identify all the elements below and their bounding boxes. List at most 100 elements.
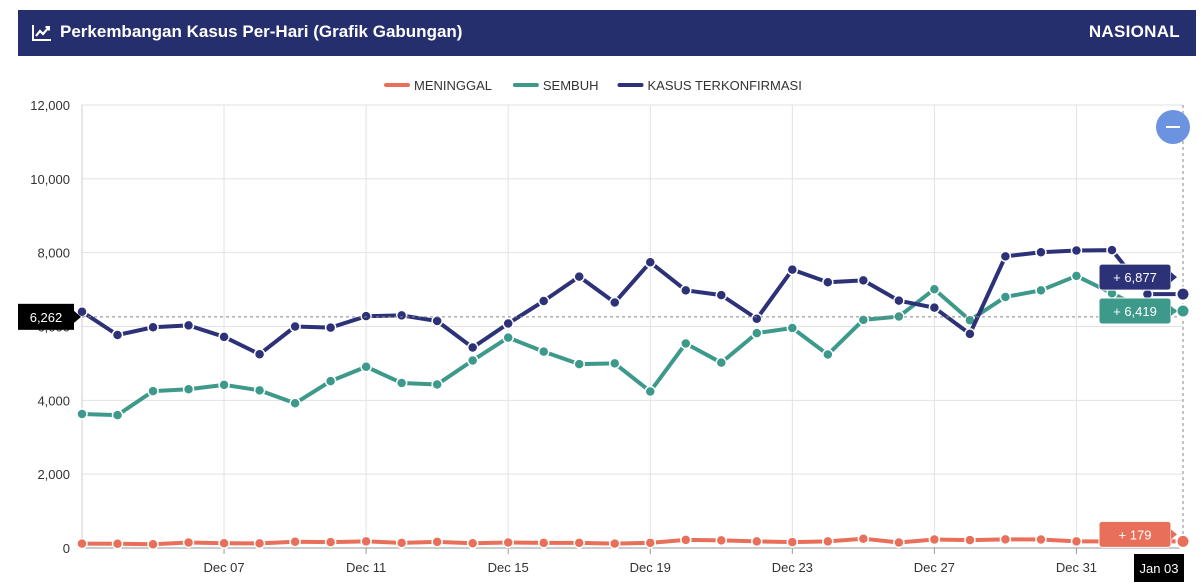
data-point[interactable] <box>182 319 195 332</box>
data-point[interactable] <box>1035 284 1047 297</box>
data-point[interactable] <box>111 538 124 550</box>
data-point[interactable] <box>786 536 799 548</box>
data-point[interactable] <box>644 537 657 549</box>
data-point[interactable] <box>360 535 372 548</box>
data-point[interactable] <box>893 294 905 307</box>
data-point[interactable] <box>680 337 692 350</box>
data-point[interactable] <box>644 256 657 269</box>
data-point[interactable] <box>395 537 408 549</box>
data-point[interactable] <box>999 291 1012 303</box>
data-point[interactable] <box>218 331 230 343</box>
data-point[interactable] <box>822 276 834 288</box>
data-point[interactable] <box>395 309 408 322</box>
data-point[interactable] <box>573 358 585 370</box>
data-point[interactable] <box>751 312 763 325</box>
hover-point[interactable] <box>1175 533 1191 549</box>
tooltip-value: + 179 <box>1119 527 1152 542</box>
series-line <box>81 273 1183 418</box>
data-point[interactable] <box>715 289 728 301</box>
data-point[interactable] <box>857 533 870 545</box>
data-point[interactable] <box>502 317 514 330</box>
series-line <box>80 248 1183 357</box>
data-point[interactable] <box>147 385 159 397</box>
data-point[interactable] <box>751 535 763 548</box>
data-point[interactable] <box>111 409 124 421</box>
data-point[interactable] <box>786 263 799 276</box>
data-point[interactable] <box>289 397 301 410</box>
data-point[interactable] <box>253 384 266 397</box>
data-point[interactable] <box>964 534 976 546</box>
hover-point[interactable] <box>1175 303 1191 319</box>
data-point[interactable] <box>1035 533 1047 546</box>
data-point[interactable] <box>1106 244 1118 256</box>
data-point[interactable] <box>822 535 834 548</box>
data-point[interactable] <box>537 345 550 358</box>
data-point[interactable] <box>431 315 443 327</box>
data-point[interactable] <box>680 284 692 297</box>
data-point[interactable] <box>999 250 1012 263</box>
data-point[interactable] <box>324 536 337 548</box>
data-point[interactable] <box>573 270 585 283</box>
data-point[interactable] <box>608 537 621 550</box>
data-point[interactable] <box>395 377 408 389</box>
y-tick-label: 12,000 <box>30 98 70 113</box>
data-point[interactable] <box>466 354 479 367</box>
data-point[interactable] <box>644 385 657 398</box>
data-point[interactable] <box>928 301 941 314</box>
legend-item[interactable]: MENINGGAL <box>414 78 492 93</box>
data-point[interactable] <box>751 327 763 339</box>
data-point[interactable] <box>786 322 799 334</box>
data-point[interactable] <box>324 321 337 334</box>
x-tick-label: Dec 15 <box>488 560 529 575</box>
data-point[interactable] <box>502 331 514 344</box>
data-point[interactable] <box>182 536 195 549</box>
tooltip-value: + 6,419 <box>1113 304 1157 319</box>
data-point[interactable] <box>218 379 230 391</box>
data-point[interactable] <box>253 348 266 360</box>
legend-item[interactable]: SEMBUH <box>543 78 599 93</box>
data-point[interactable] <box>324 375 337 387</box>
data-point[interactable] <box>715 356 728 369</box>
data-point[interactable] <box>360 310 372 322</box>
data-point[interactable] <box>360 360 372 373</box>
data-point[interactable] <box>999 533 1012 546</box>
data-point[interactable] <box>1035 246 1047 259</box>
data-point[interactable] <box>431 536 443 548</box>
data-point[interactable] <box>537 537 550 549</box>
data-point[interactable] <box>502 536 514 549</box>
region-label: NASIONAL <box>1088 22 1180 41</box>
data-point[interactable] <box>466 341 479 354</box>
data-point[interactable] <box>964 328 976 340</box>
data-point[interactable] <box>573 537 585 549</box>
data-point[interactable] <box>822 348 834 361</box>
data-point[interactable] <box>608 296 621 309</box>
data-point[interactable] <box>608 357 621 370</box>
data-point[interactable] <box>1070 270 1083 282</box>
crosshair-y-badge <box>18 303 74 330</box>
data-point[interactable] <box>928 283 941 295</box>
data-point[interactable] <box>218 537 230 549</box>
data-point[interactable] <box>1070 535 1083 548</box>
data-point[interactable] <box>466 537 479 549</box>
data-point[interactable] <box>147 321 159 333</box>
data-point[interactable] <box>715 534 728 547</box>
data-point[interactable] <box>147 538 159 551</box>
data-point[interactable] <box>857 274 870 287</box>
data-point[interactable] <box>928 533 941 546</box>
data-point[interactable] <box>857 314 870 326</box>
data-point[interactable] <box>431 378 443 391</box>
data-point[interactable] <box>680 534 692 546</box>
data-point[interactable] <box>76 537 88 550</box>
data-point[interactable] <box>893 536 905 549</box>
hover-point[interactable] <box>1175 286 1191 302</box>
data-point[interactable] <box>289 320 301 333</box>
data-point[interactable] <box>76 408 88 420</box>
legend-item[interactable]: KASUS TERKONFIRMASI <box>648 78 802 93</box>
data-point[interactable] <box>111 329 124 341</box>
data-point[interactable] <box>182 383 195 396</box>
data-point[interactable] <box>1070 244 1083 257</box>
data-point[interactable] <box>537 295 550 307</box>
data-point[interactable] <box>289 535 301 548</box>
data-point[interactable] <box>253 537 266 550</box>
